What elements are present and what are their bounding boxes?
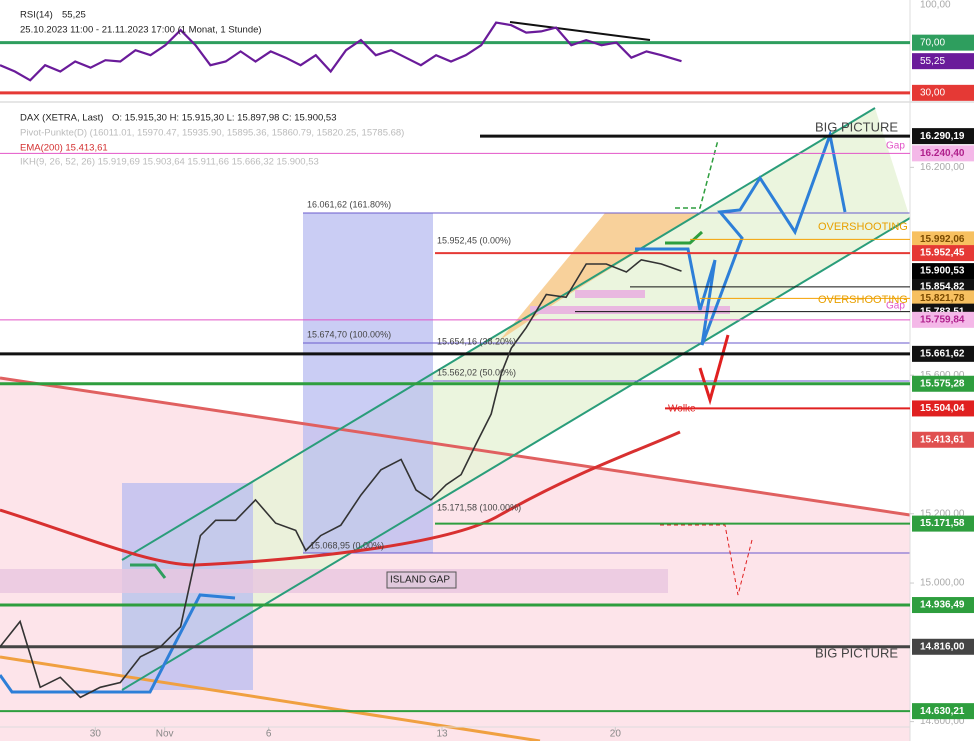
level-label: 15.783,51 bbox=[920, 306, 965, 317]
axis-badge bbox=[912, 145, 974, 162]
projection-arrow bbox=[675, 139, 719, 209]
axis-badge bbox=[912, 400, 974, 417]
island-gap bbox=[0, 569, 668, 593]
projection-arrow bbox=[660, 524, 753, 596]
axis-badge bbox=[912, 34, 974, 51]
annotation: OVERSHOOTING bbox=[818, 294, 908, 306]
level-label: 15.413,61 bbox=[920, 434, 965, 445]
y-tick-label: 14.600,00 bbox=[920, 716, 965, 727]
annotation: BIG PICTURE bbox=[815, 119, 898, 134]
fib-zone bbox=[500, 213, 700, 340]
level-label: 15.504,04 bbox=[920, 403, 965, 414]
x-tick-label: 6 bbox=[266, 729, 272, 740]
fib-label: 16.061,62 (161.80%) bbox=[307, 199, 391, 209]
projection-arrow bbox=[698, 334, 730, 406]
fib-label: 15.562,02 (50.00%) bbox=[437, 367, 516, 377]
y-tick-label: 15.000,00 bbox=[920, 578, 965, 589]
level-label: 14.630,21 bbox=[920, 706, 965, 717]
level-label: 16.240,40 bbox=[920, 148, 965, 159]
axis-badge bbox=[912, 597, 974, 614]
axis-badge bbox=[912, 345, 974, 362]
projection-arrow bbox=[635, 129, 847, 346]
rsi-title: RSI(14) bbox=[20, 10, 53, 21]
level-label: 15.759,84 bbox=[920, 314, 965, 325]
axis-badge bbox=[912, 231, 974, 248]
axis-badge bbox=[912, 311, 974, 328]
rsi-trend-line bbox=[509, 21, 651, 41]
axis-badge bbox=[912, 515, 974, 532]
axis-badge bbox=[912, 53, 974, 70]
level-label: 14.816,00 bbox=[920, 641, 965, 652]
level-label: 15.992,06 bbox=[920, 234, 965, 245]
y-tick-label: 55,25 bbox=[920, 56, 945, 67]
level-label: 15.575,28 bbox=[920, 378, 965, 389]
fib-label: 15.068,95 (0.00%) bbox=[310, 540, 384, 550]
annotation: Wolke bbox=[668, 404, 696, 415]
annotation: ISLAND GAP bbox=[390, 575, 450, 586]
data-line bbox=[0, 21, 682, 82]
y-tick-label: 16.200,00 bbox=[920, 162, 965, 173]
level-label: 15.854,82 bbox=[920, 282, 965, 293]
axis-badge bbox=[912, 638, 974, 655]
ikh-legend: IKH(9, 26, 52, 26) 15.919,69 15.903,64 1… bbox=[20, 157, 319, 168]
projection-arrow bbox=[130, 563, 167, 579]
x-tick-label: 20 bbox=[610, 729, 622, 740]
channel-line bbox=[121, 217, 911, 691]
trend-line bbox=[0, 376, 911, 517]
projection-arrow bbox=[665, 230, 704, 245]
y-tick-label: 30,00 bbox=[920, 87, 945, 98]
ohlc: O: 15.915,30 H: 15.915,30 L: 15.897,98 C… bbox=[112, 113, 336, 124]
fib-label: 15.674,70 (100.00%) bbox=[307, 329, 391, 339]
x-tick-label: Nov bbox=[156, 729, 174, 740]
axis-badge bbox=[912, 703, 974, 720]
channel-line bbox=[121, 107, 876, 561]
level-label: 15.952,45 bbox=[920, 248, 965, 259]
y-tick-label: 15.600,00 bbox=[920, 370, 965, 381]
level-label: 15.900,53 bbox=[920, 266, 965, 277]
y-tick-label: 15.200,00 bbox=[920, 508, 965, 519]
level-label: 15.661,62 bbox=[920, 348, 965, 359]
level-label: 15.171,58 bbox=[920, 518, 965, 529]
gap-zone bbox=[530, 306, 730, 314]
data-line bbox=[0, 258, 682, 699]
pivot-legend: Pivot-Punkte(D) (16011.01, 15970.47, 159… bbox=[20, 128, 404, 139]
annotation: OVERSHOOTING bbox=[818, 221, 908, 233]
annotation: Gap bbox=[886, 141, 905, 152]
ema-legend: EMA(200) 15.413,61 bbox=[20, 143, 108, 154]
ema-line bbox=[0, 430, 681, 567]
instrument: DAX (XETRA, Last) bbox=[20, 113, 103, 124]
annotation: Gap bbox=[886, 301, 905, 312]
axis-badge bbox=[912, 128, 974, 145]
projection-arrow bbox=[0, 593, 236, 694]
date-range: 25.10.2023 11:00 - 21.11.2023 17:00 (1 M… bbox=[20, 25, 262, 36]
level-label: 15.821,78 bbox=[920, 293, 965, 304]
fib-label: 15.952,45 (0.00%) bbox=[437, 235, 511, 245]
axis-badge bbox=[912, 290, 974, 307]
annotation: BIG PICTURE bbox=[815, 645, 898, 660]
marks bbox=[0, 21, 914, 731]
axis-badge bbox=[912, 245, 974, 262]
axis-badge bbox=[912, 375, 974, 392]
y-tick-label: 100,00 bbox=[920, 0, 951, 11]
x-tick-label: 30 bbox=[90, 729, 102, 740]
axis-badge bbox=[912, 84, 974, 101]
fib-label: 15.654,16 (38.20%) bbox=[437, 336, 516, 346]
axis-badge bbox=[912, 431, 974, 448]
level-label: 16.290,19 bbox=[920, 131, 965, 142]
level-label: 14.936,49 bbox=[920, 600, 965, 611]
annotation-box bbox=[386, 571, 457, 589]
rsi-value: 55,25 bbox=[62, 10, 86, 21]
fib-label: 15.171,58 (100.00%) bbox=[437, 502, 521, 512]
gap-zone bbox=[575, 290, 645, 298]
y-tick-label: 70,00 bbox=[920, 37, 945, 48]
x-tick-label: 13 bbox=[436, 729, 448, 740]
axis-badge bbox=[912, 263, 974, 280]
labels: 100,0070,0055,2530,0016.200,0015.600,001… bbox=[90, 0, 974, 740]
